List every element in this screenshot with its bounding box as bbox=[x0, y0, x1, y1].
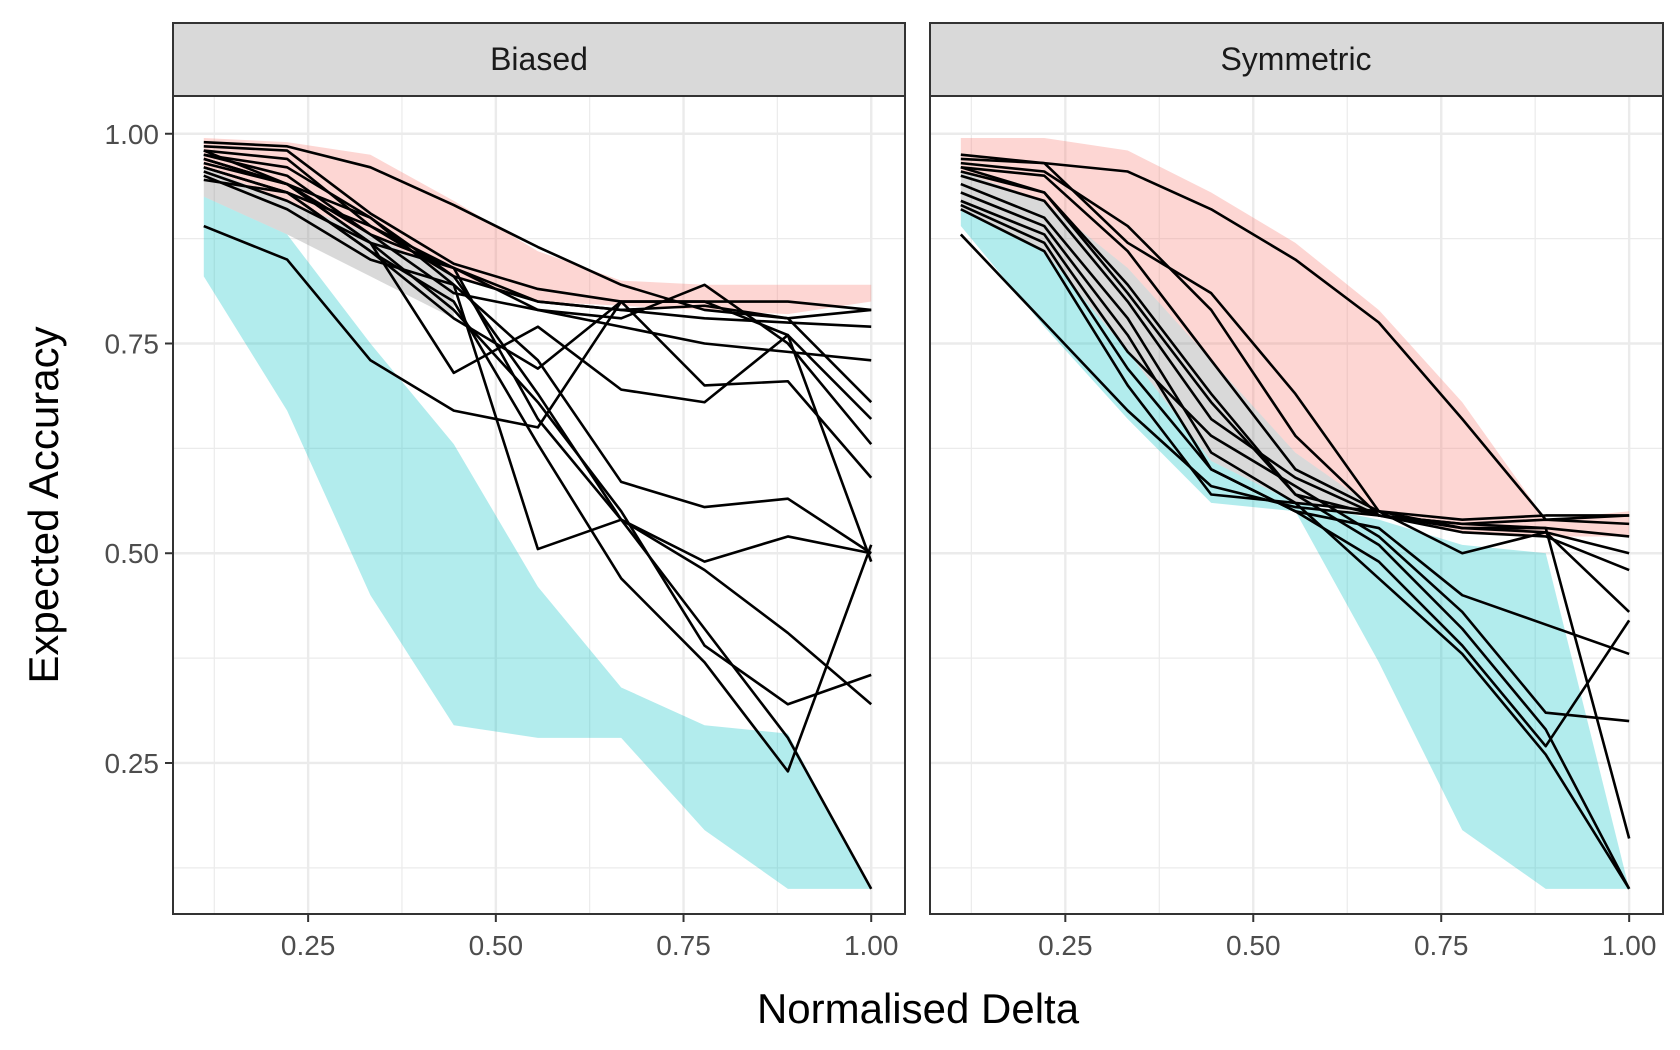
series-line-biased-8 bbox=[203, 170, 873, 563]
y-axis-title: Expected Accuracy bbox=[20, 326, 67, 683]
ribbon-band-biased-0 bbox=[203, 137, 872, 315]
series-line-biased-12 bbox=[203, 149, 872, 706]
series-line-symmetric-6 bbox=[960, 174, 1630, 572]
y-tick-label: 1.00 bbox=[105, 119, 160, 150]
facet-strip-biased bbox=[172, 22, 906, 97]
y-axis: 0.25 0.50 0.75 1.00 bbox=[105, 119, 173, 779]
facet-strip-symmetric bbox=[929, 22, 1664, 97]
x-tick-label: 0.75 bbox=[1414, 930, 1469, 961]
series-line-biased-5 bbox=[203, 157, 873, 404]
facet-panel-symmetric: Symmetric bbox=[929, 22, 1664, 915]
plot-area-biased bbox=[173, 96, 905, 914]
plot-area-symmetric bbox=[930, 96, 1663, 914]
ribbon-band-biased-2 bbox=[203, 167, 454, 319]
panel-border-symmetric bbox=[929, 95, 1664, 915]
x-tick-label: 0.50 bbox=[1226, 930, 1281, 961]
x-tick-label: 1.00 bbox=[844, 930, 899, 961]
x-axis-title: Normalised Delta bbox=[757, 985, 1080, 1032]
series-line-symmetric-12 bbox=[960, 166, 1631, 890]
series-line-symmetric-10 bbox=[960, 203, 1631, 748]
series-line-symmetric-11 bbox=[960, 208, 1631, 890]
series-line-biased-1 bbox=[203, 140, 872, 320]
facet-panel-biased: Biased bbox=[172, 22, 906, 915]
facet-strip-label-symmetric: Symmetric bbox=[1220, 41, 1371, 77]
x-axis-biased: 0.25 0.50 0.75 1.00 bbox=[281, 914, 899, 961]
ribbon-band-biased-1 bbox=[203, 196, 872, 889]
series-line-biased-13 bbox=[203, 166, 873, 773]
x-tick-label: 0.50 bbox=[469, 930, 524, 961]
series-line-symmetric-1 bbox=[960, 153, 1630, 521]
series-line-symmetric-4 bbox=[960, 166, 1630, 538]
y-tick-label: 0.75 bbox=[105, 328, 160, 359]
ribbon-band-symmetric-0 bbox=[960, 137, 1630, 537]
x-tick-label: 1.00 bbox=[1602, 930, 1657, 961]
y-tick-label: 0.25 bbox=[105, 748, 160, 779]
series-line-symmetric-13 bbox=[959, 233, 1631, 839]
x-axis-symmetric: 0.25 0.50 0.75 1.00 bbox=[1038, 914, 1656, 961]
panel-border-biased bbox=[172, 95, 906, 915]
series-line-symmetric-9 bbox=[960, 199, 1630, 723]
series-line-symmetric-3 bbox=[960, 161, 1630, 526]
series-line-biased-2 bbox=[203, 145, 872, 312]
plot-background-biased bbox=[173, 96, 905, 914]
x-tick-label: 0.25 bbox=[1038, 930, 1093, 961]
ribbon-band-symmetric-1 bbox=[960, 171, 1379, 516]
series-line-biased-15 bbox=[203, 224, 873, 429]
series-line-biased-11 bbox=[203, 153, 873, 706]
ribbon-band-symmetric-2 bbox=[960, 209, 1630, 889]
x-tick-label: 0.75 bbox=[656, 930, 711, 961]
y-tick-label: 0.50 bbox=[105, 538, 160, 569]
series-line-biased-14 bbox=[203, 157, 873, 890]
x-tick-label: 0.25 bbox=[281, 930, 336, 961]
facet-strip-label-biased: Biased bbox=[490, 41, 588, 77]
series-line-biased-9 bbox=[203, 174, 872, 555]
